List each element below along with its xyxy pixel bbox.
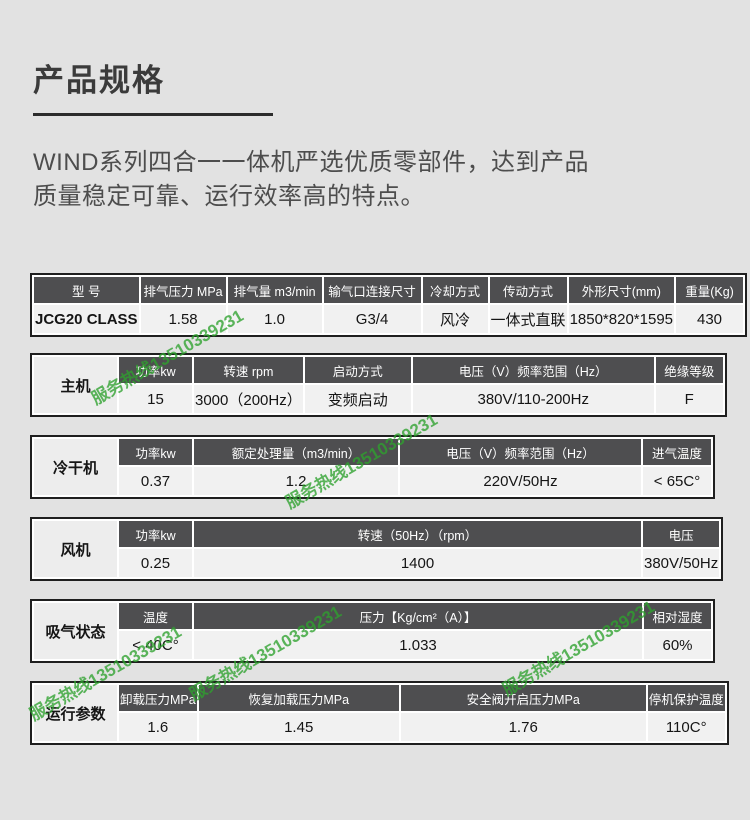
intro-line-2: 质量稳定可靠、运行效率高的特点。 [33, 183, 425, 210]
value-pressure: 1.033 [194, 631, 642, 659]
dryer-table: 冷干机 功率kw 额定处理量（m3/min） 电压（V）频率范围（Hz） 进气温… [30, 435, 715, 499]
value-insulation-class: F [655, 385, 723, 413]
table-header-row: 风机 功率kw 转速（50Hz）（rpm） 电压 [34, 521, 720, 577]
table-header-row: 吸气状态 温度 压力【Kg/cm²（A）】 相对湿度 [34, 603, 711, 659]
header-outlet-size: 输气口连接尺寸 [323, 277, 421, 303]
header-voltage-frequency: 电压（V）频率范围（Hz） [412, 357, 654, 383]
value-exhaust-pressure: 1.58 [140, 305, 226, 333]
table-header-row: 冷干机 功率kw 额定处理量（m3/min） 电压（V）频率范围（Hz） 进气温… [34, 439, 711, 495]
table-data-row: JCG20 CLASS 1.58 1.0 G3/4 风冷 一体式直联 1850*… [34, 305, 744, 333]
value-cooling-method: 风冷 [422, 305, 488, 333]
intro-line-1: WIND系列四合一一体机严选优质零部件，达到产品 [33, 149, 589, 176]
value-drive-method: 一体式直联 [489, 305, 567, 333]
value-outlet-size: G3/4 [323, 305, 421, 333]
section-label-fan: 风机 [34, 521, 117, 577]
value-dimensions: 1850*820*1595 [568, 305, 675, 333]
header-start-method: 启动方式 [304, 357, 411, 383]
value-speed-50hz: 1400 [194, 549, 641, 577]
header-model: 型 号 [34, 277, 139, 303]
header-shutdown-protection-temp: 停机保护温度 [647, 685, 725, 711]
header-dimensions: 外形尺寸(mm) [568, 277, 675, 303]
operating-params-table: 运行参数 卸载压力MPa 恢复加载压力MPa 安全阀开启压力MPa 停机保护温度… [30, 681, 729, 745]
header-power: 功率kw [119, 439, 192, 465]
table-header-row: 运行参数 卸载压力MPa 恢复加载压力MPa 安全阀开启压力MPa 停机保护温度 [34, 685, 725, 741]
table-data-row: 15 3000（200Hz） 变频启动 380V/110-200Hz F [34, 385, 723, 413]
value-model: JCG20 CLASS [34, 305, 139, 333]
value-safety-valve-pressure: 1.76 [400, 713, 646, 741]
value-voltage-frequency: 220V/50Hz [400, 467, 641, 495]
header-relative-humidity: 相对湿度 [644, 603, 711, 629]
header-reload-pressure: 恢复加载压力MPa [198, 685, 399, 711]
table-data-row: 1.6 1.45 1.76 110C° [34, 713, 725, 741]
suction-state-table: 吸气状态 温度 压力【Kg/cm²（A）】 相对湿度 < 40C° 1.033 … [30, 599, 715, 663]
table-data-row: 0.37 1.2 220V/50Hz < 65C° [34, 467, 711, 495]
header-exhaust-volume: 排气量 m3/min [227, 277, 322, 303]
value-power: 0.25 [119, 549, 192, 577]
header-temperature: 温度 [119, 603, 192, 629]
value-exhaust-volume: 1.0 [227, 305, 322, 333]
value-voltage: 380V/50Hz [643, 549, 720, 577]
section-label-dryer: 冷干机 [34, 439, 117, 495]
value-voltage-frequency: 380V/110-200Hz [412, 385, 654, 413]
fan-table: 风机 功率kw 转速（50Hz）（rpm） 电压 0.25 1400 380V/… [30, 517, 724, 581]
header-voltage-frequency: 电压（V）频率范围（Hz） [400, 439, 641, 465]
value-shutdown-protection-temp: 110C° [647, 713, 725, 741]
header-speed: 转速 rpm [194, 357, 303, 383]
header-exhaust-pressure: 排气压力 MPa [140, 277, 226, 303]
header-weight: 重量(Kg) [676, 277, 744, 303]
table-data-row: < 40C° 1.033 60% [34, 631, 711, 659]
header-insulation-class: 绝缘等级 [655, 357, 723, 383]
section-label-main-unit: 主机 [34, 357, 117, 413]
product-intro-text: WIND系列四合一一体机严选优质零部件，达到产品 质量稳定可靠、运行效率高的特点… [33, 146, 693, 214]
header-unload-pressure: 卸载压力MPa [119, 685, 197, 711]
title-underline [33, 113, 273, 116]
value-reload-pressure: 1.45 [198, 713, 399, 741]
header-safety-valve-pressure: 安全阀开启压力MPa [400, 685, 646, 711]
overview-spec-table: 型 号 排气压力 MPa 排气量 m3/min 输气口连接尺寸 冷却方式 传动方… [30, 273, 748, 337]
header-drive-method: 传动方式 [489, 277, 567, 303]
value-power: 0.37 [119, 467, 192, 495]
header-rated-capacity: 额定处理量（m3/min） [194, 439, 398, 465]
header-cooling-method: 冷却方式 [422, 277, 488, 303]
value-rated-capacity: 1.2 [194, 467, 398, 495]
value-inlet-temperature: < 65C° [643, 467, 711, 495]
table-header-row: 型 号 排气压力 MPa 排气量 m3/min 输气口连接尺寸 冷却方式 传动方… [34, 277, 744, 303]
section-label-operation: 运行参数 [34, 685, 117, 741]
value-start-method: 变频启动 [304, 385, 411, 413]
header-power: 功率kw [119, 357, 192, 383]
main-unit-table: 主机 功率kw 转速 rpm 启动方式 电压（V）频率范围（Hz） 绝缘等级 1… [30, 353, 727, 417]
value-power: 15 [119, 385, 192, 413]
header-pressure: 压力【Kg/cm²（A）】 [194, 603, 642, 629]
header-speed-50hz: 转速（50Hz）（rpm） [194, 521, 641, 547]
value-temperature: < 40C° [119, 631, 192, 659]
header-inlet-temperature: 进气温度 [643, 439, 711, 465]
page-title: 产品规格 [33, 63, 165, 98]
table-header-row: 主机 功率kw 转速 rpm 启动方式 电压（V）频率范围（Hz） 绝缘等级 [34, 357, 723, 413]
value-speed: 3000（200Hz） [194, 385, 303, 413]
header-power: 功率kw [119, 521, 192, 547]
value-weight: 430 [676, 305, 744, 333]
table-data-row: 0.25 1400 380V/50Hz [34, 549, 720, 577]
section-label-suction: 吸气状态 [34, 603, 117, 659]
value-unload-pressure: 1.6 [119, 713, 197, 741]
header-voltage: 电压 [643, 521, 720, 547]
value-relative-humidity: 60% [644, 631, 711, 659]
